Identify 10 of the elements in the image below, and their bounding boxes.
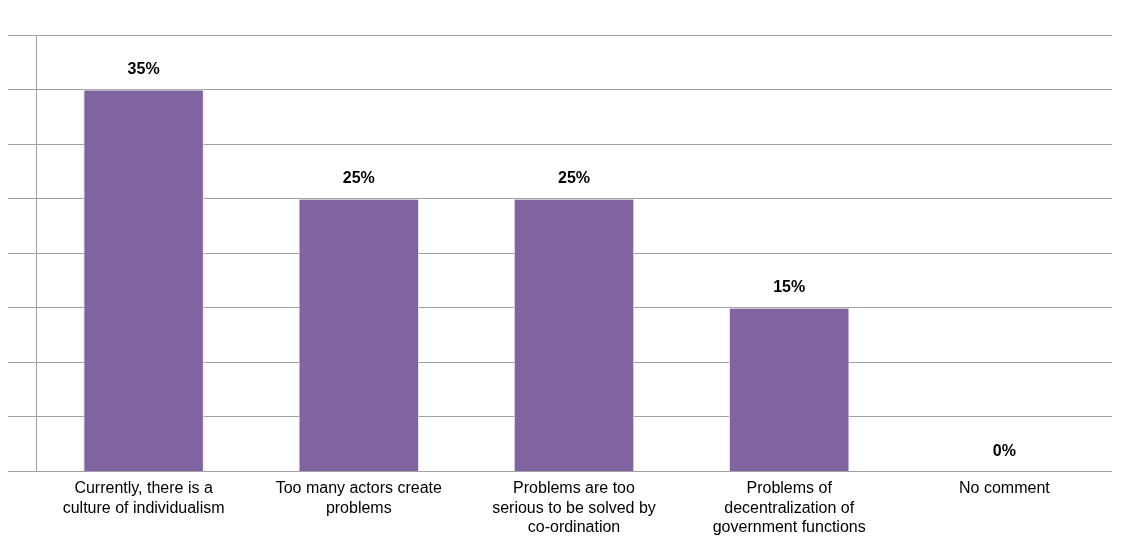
x-tick-label: Too many actors create problems	[275, 479, 443, 516]
data-label: 35%	[127, 59, 160, 77]
data-label: 25%	[557, 169, 591, 187]
x-tick-label: Problems are too serious to be solved by co-ordination	[492, 479, 656, 535]
data-label: 15%	[773, 278, 806, 296]
x-tick-label: Problems of decentralization of government functions	[712, 479, 866, 535]
data-label: 0%	[992, 441, 1016, 459]
x-tick-label: No comment	[959, 479, 1051, 497]
data-label: 25%	[342, 169, 375, 187]
x-tick-label: Currently, there is a culture of individualism	[62, 479, 225, 516]
